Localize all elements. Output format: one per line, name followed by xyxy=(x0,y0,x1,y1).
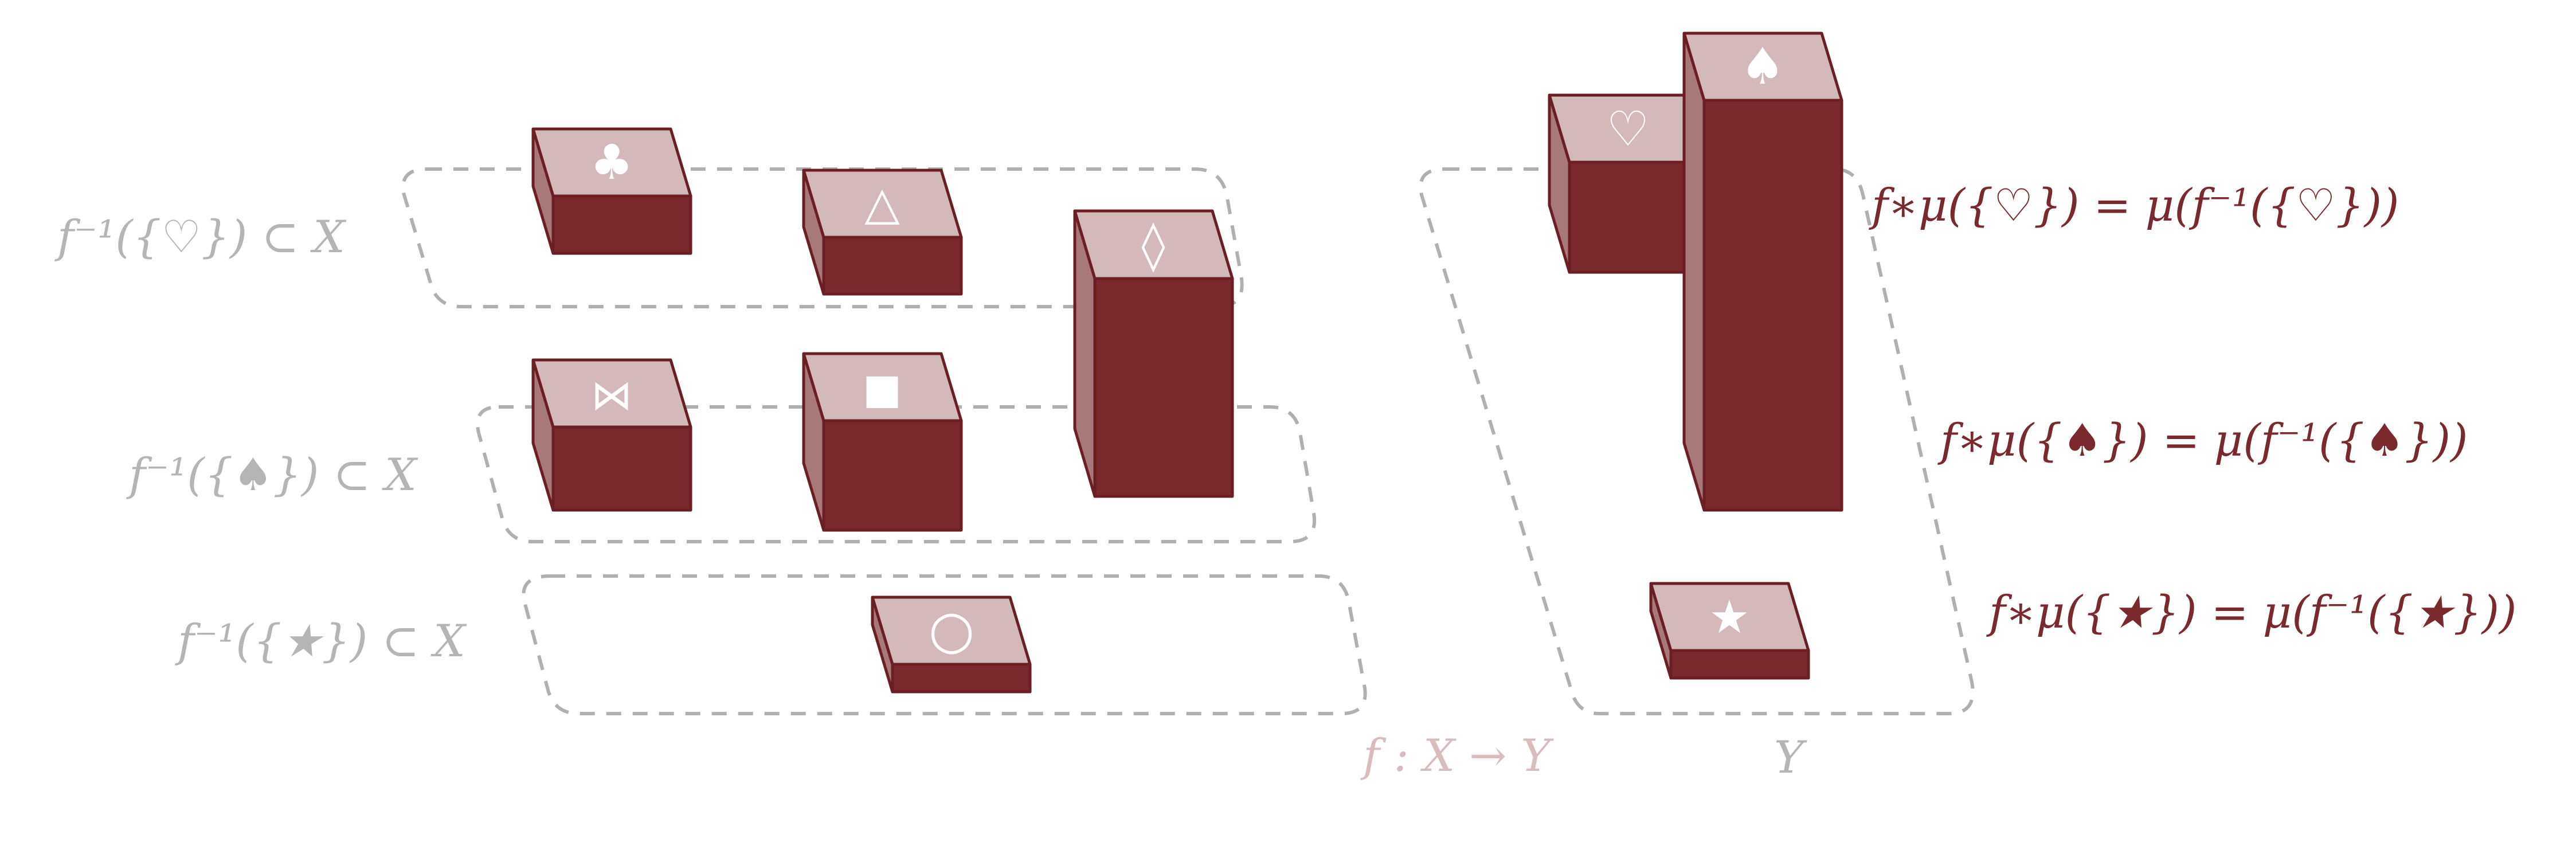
spade-preimage-region xyxy=(476,405,1317,543)
bar-bowtie: ⋈ xyxy=(531,358,692,512)
spade-pushforward-label: f∗μ({♠}) = μ(f⁻¹({♠})) xyxy=(1937,415,2468,467)
map-label: f : X → Y xyxy=(1360,730,1554,782)
star-preimage-region xyxy=(522,574,1367,715)
bar-circle: ○ xyxy=(871,596,1032,694)
star-pushforward-label: f∗μ({★}) = μ(f⁻¹({★})) xyxy=(1986,587,2516,639)
codomain-region-y xyxy=(1419,167,1975,715)
star-preimage-label: f⁻¹({★}) ⊂ X xyxy=(175,616,467,667)
heart-preimage-region xyxy=(401,167,1244,308)
heart-pushforward-label: f∗μ({♡}) = μ(f⁻¹({♡})) xyxy=(1869,180,2399,232)
heart-icon: ♡ xyxy=(1606,101,1649,157)
bar-star: ★ xyxy=(1649,582,1810,680)
codomain-label: Y xyxy=(1774,732,1807,784)
star-icon: ★ xyxy=(1709,590,1750,644)
bar-diamond: ◊ xyxy=(1073,209,1234,498)
diamond-icon: ◊ xyxy=(1141,217,1165,273)
square-icon: ■ xyxy=(863,365,902,413)
bowtie-icon: ⋈ xyxy=(591,371,632,419)
heart-preimage-label: f⁻¹({♡}) ⊂ X xyxy=(54,211,347,263)
bar-triangle: △ xyxy=(802,169,963,296)
bar-club: ♣ xyxy=(531,127,692,255)
bar-spade: ♠ xyxy=(1682,32,1843,512)
spade-preimage-label: f⁻¹({♠}) ⊂ X xyxy=(126,449,418,501)
bar-square: ■ xyxy=(802,352,963,532)
club-icon: ♣ xyxy=(590,134,633,190)
spade-icon: ♠ xyxy=(1740,37,1786,96)
triangle-icon: △ xyxy=(864,177,900,230)
circle-icon: ○ xyxy=(929,599,974,660)
